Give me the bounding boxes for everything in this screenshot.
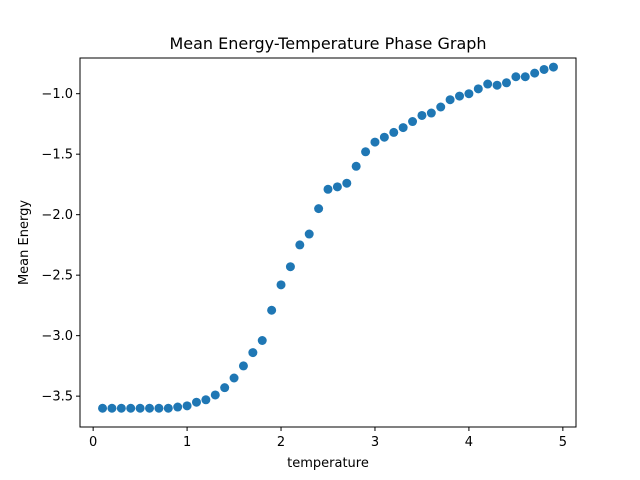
x-tick-label: 2: [277, 435, 285, 450]
data-point: [436, 102, 446, 112]
x-tick-label: 0: [89, 435, 97, 450]
data-point: [191, 397, 201, 407]
y-tick-label: −2.5: [41, 269, 73, 284]
data-point: [267, 305, 277, 315]
y-axis-ticks: −3.5 −3.0 −2.5 −2.0 −1.5 −1.0: [41, 87, 80, 405]
data-point: [332, 182, 342, 192]
plot-area-frame: [79, 57, 577, 428]
data-point: [389, 127, 399, 137]
y-tick-label: −3.5: [41, 390, 73, 405]
x-axis-label: temperature: [287, 456, 369, 471]
data-points: [98, 62, 558, 413]
data-point: [135, 403, 145, 413]
data-point: [257, 336, 267, 345]
data-point: [351, 161, 361, 171]
data-point: [276, 280, 286, 290]
data-point: [182, 401, 192, 411]
data-point: [398, 123, 408, 133]
data-point: [145, 403, 155, 413]
data-point: [417, 110, 427, 120]
data-point: [342, 178, 352, 188]
data-point: [116, 403, 126, 413]
data-point: [520, 72, 530, 82]
y-tick-label: −1.5: [41, 148, 73, 163]
data-point: [501, 78, 511, 88]
data-point: [248, 348, 258, 358]
data-point: [426, 108, 436, 118]
data-point: [154, 403, 164, 413]
data-point: [323, 184, 333, 194]
data-point: [220, 383, 230, 393]
chart-title: Mean Energy-Temperature Phase Graph: [169, 34, 486, 53]
data-point: [445, 95, 455, 105]
x-tick-label: 5: [559, 435, 567, 450]
data-point: [408, 117, 418, 127]
data-point: [314, 204, 324, 214]
data-point: [370, 137, 380, 147]
data-point: [173, 402, 183, 412]
data-point: [238, 361, 248, 371]
x-axis-ticks: 0 1 2 3 4 5: [89, 427, 567, 450]
data-point: [379, 132, 389, 142]
data-point: [539, 64, 549, 74]
data-point: [530, 68, 540, 78]
data-point: [229, 373, 239, 383]
data-point: [285, 262, 295, 272]
data-point: [361, 147, 371, 157]
data-point: [201, 395, 211, 405]
data-point: [210, 390, 220, 400]
data-point: [304, 229, 314, 239]
x-tick-label: 3: [371, 435, 379, 450]
data-point: [492, 80, 502, 90]
y-tick-label: −1.0: [41, 87, 73, 102]
x-tick-label: 4: [465, 435, 473, 450]
data-point: [464, 89, 474, 99]
data-point: [98, 403, 108, 413]
data-point: [548, 62, 558, 72]
data-point: [511, 72, 521, 82]
x-tick-label: 1: [183, 435, 191, 450]
data-point: [483, 79, 493, 89]
data-point: [163, 403, 173, 413]
data-point: [126, 403, 136, 413]
data-point: [473, 84, 483, 94]
y-axis-label: Mean Energy: [17, 200, 32, 285]
y-tick-label: −3.0: [41, 329, 73, 344]
data-point: [107, 403, 117, 413]
y-tick-label: −2.0: [41, 208, 73, 223]
data-point: [455, 91, 465, 101]
data-point: [295, 240, 305, 250]
